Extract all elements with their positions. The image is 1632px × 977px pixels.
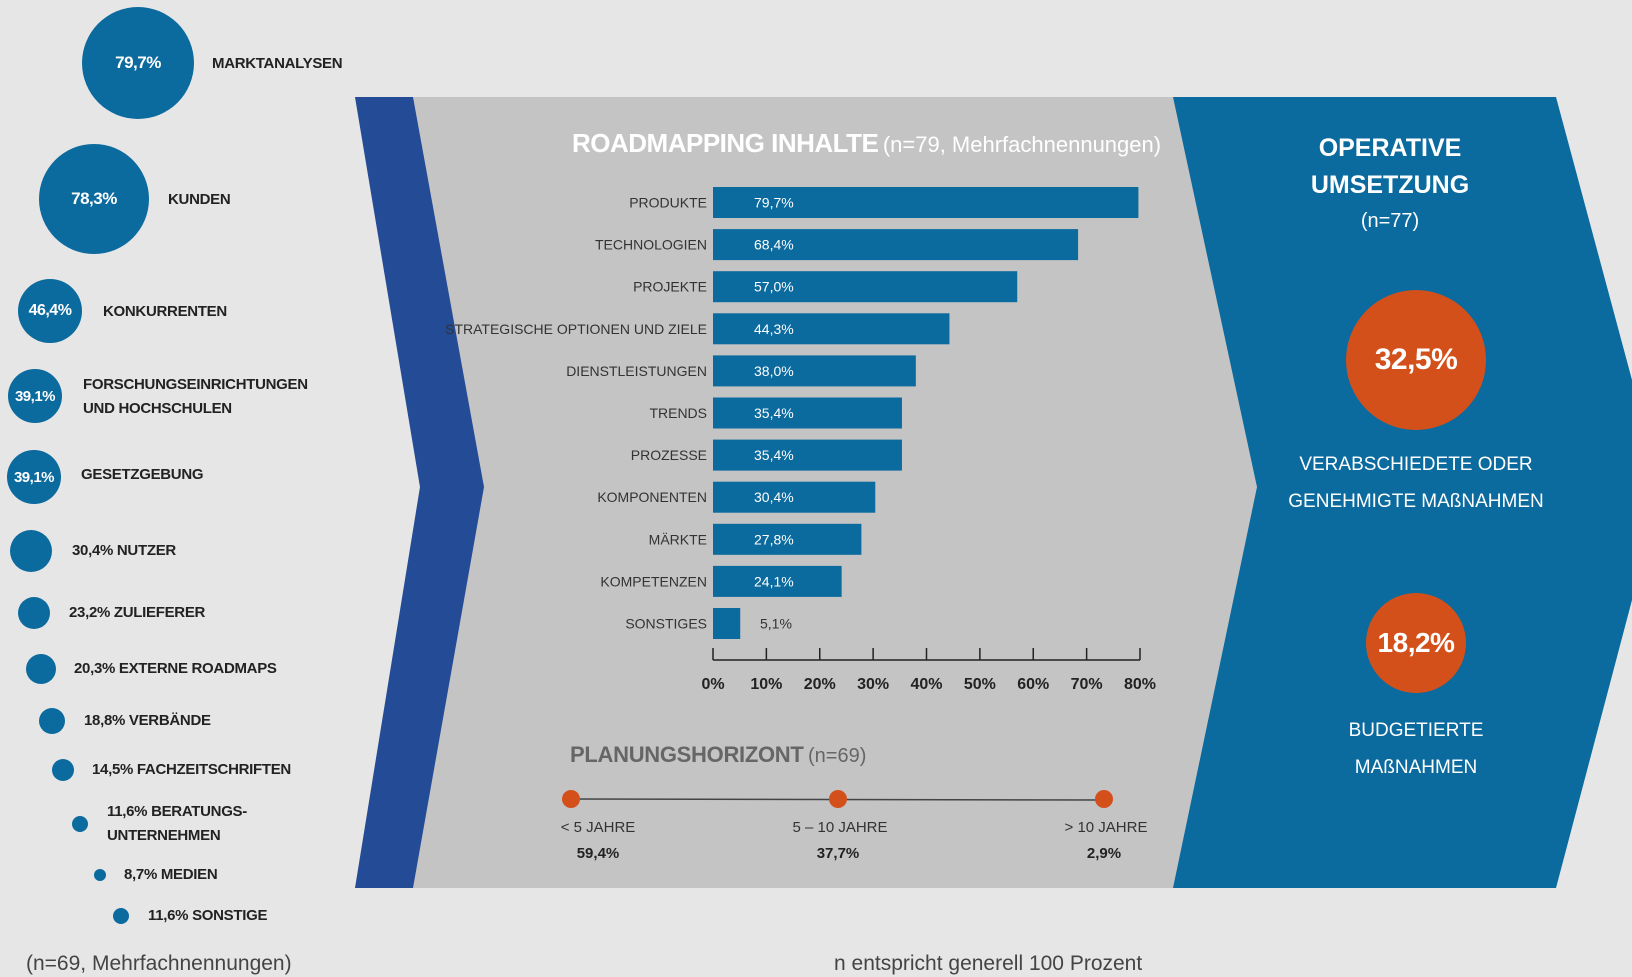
planning-title: PLANUNGSHORIZONT (n=69) [570, 742, 866, 768]
bar-category-label: PROZESSE [631, 447, 707, 463]
planning-title-note: (n=69) [807, 745, 867, 767]
planning-value: 59,4% [577, 845, 620, 862]
source-bubble [39, 708, 65, 734]
source-bubble [52, 759, 74, 781]
bar-category-label: TRENDS [649, 405, 707, 421]
planning-label: 5 – 10 JAHRE [792, 819, 887, 836]
source-bubble [72, 816, 88, 832]
roadmap-title-note: (n=79, Mehrfachnennungen) [882, 132, 1162, 157]
bar [713, 523, 862, 555]
source-bubble [94, 869, 106, 881]
source-bubble: 39,1% [8, 369, 62, 423]
bar-category-label: STRATEGISCHE OPTIONEN UND ZIELE [445, 321, 707, 337]
source-label: GESETZGEBUNG [81, 466, 204, 483]
bar [713, 608, 741, 639]
x-tick-label: 50% [964, 676, 996, 693]
source-bubble: 46,4% [18, 279, 82, 343]
x-tick-label: 10% [750, 676, 782, 693]
source-label: KUNDEN [168, 191, 231, 208]
bar [713, 355, 916, 387]
planning-label: > 10 JAHRE [1065, 819, 1148, 836]
roadmap-title: ROADMAPPING INHALTE (n=79, Mehrfachnennu… [572, 128, 1161, 159]
bar-value-label: 38,0% [754, 363, 794, 379]
bar-value-label: 35,4% [754, 405, 794, 421]
x-tick-label: 20% [804, 676, 836, 693]
planning-value: 2,9% [1087, 845, 1121, 862]
planning-value: 37,7% [817, 845, 860, 862]
roadmap-title-text: ROADMAPPING INHALTE [572, 128, 879, 158]
source-bubble [26, 654, 56, 684]
source-label: MARKTANALYSEN [212, 55, 343, 72]
source-label: KONKURRENTEN [103, 303, 227, 320]
operative-stat-label: VERABSCHIEDETE ODER GENEHMIGTE MAßNAHMEN [1288, 454, 1544, 512]
source-bubble: 39,1% [7, 450, 61, 504]
bar-value-label: 57,0% [754, 279, 794, 295]
bar-value-label: 35,4% [754, 447, 794, 463]
bar-value-label: 24,1% [754, 573, 794, 589]
bar [713, 565, 842, 597]
source-label: 23,2% ZULIEFERER [69, 604, 206, 621]
bar-category-label: MÄRKTE [649, 531, 707, 547]
source-label: 18,8% VERBÄNDE [84, 712, 211, 729]
source-label: 11,6% SONSTIGE [148, 907, 268, 924]
dark-chevron-band [355, 97, 484, 888]
operative-value-circle: 18,2% [1366, 593, 1466, 693]
planning-marker [1095, 790, 1113, 808]
bar-category-label: SONSTIGES [625, 616, 707, 632]
sources-footnote: (n=69, Mehrfachnennungen) [26, 952, 292, 975]
planning-marker [562, 790, 580, 808]
source-label: 20,3% EXTERNE ROADMAPS [74, 660, 277, 677]
x-tick-label: 60% [1017, 676, 1049, 693]
bar-category-label: KOMPETENZEN [600, 573, 707, 589]
source-label: 30,4% NUTZER [72, 542, 176, 559]
planning-marker [829, 790, 847, 808]
x-tick-label: 70% [1071, 676, 1103, 693]
x-tick-label: 80% [1124, 676, 1156, 693]
source-label: FORSCHUNGSEINRICHTUNGEN UND HOCHSCHULEN [83, 376, 308, 417]
bar [713, 187, 1139, 218]
bar-category-label: TECHNOLOGIEN [595, 237, 707, 253]
bar-value-label: 30,4% [754, 489, 794, 505]
bar-category-label: DIENSTLEISTUNGEN [566, 363, 707, 379]
bar-value-label: 27,8% [754, 531, 794, 547]
x-tick-label: 30% [857, 676, 889, 693]
bar-category-label: PROJEKTE [633, 279, 707, 295]
source-label: 14,5% FACHZEITSCHRIFTEN [92, 761, 291, 778]
bar-value-label: 44,3% [754, 321, 794, 337]
general-footnote: n entspricht generell 100 Prozent [834, 952, 1143, 975]
bar [713, 481, 876, 513]
operative-title-line2: UMSETZUNG [1310, 171, 1470, 199]
bar-value-label: 68,4% [754, 237, 794, 253]
bar-category-label: KOMPONENTEN [597, 489, 707, 505]
operative-stat-label: BUDGETIERTE MAßNAHMEN [1348, 720, 1484, 778]
source-bubble: 78,3% [39, 144, 149, 254]
bar [713, 229, 1079, 261]
operative-title: OPERATIVE UMSETZUNG [1290, 130, 1490, 204]
source-label: 8,7% MEDIEN [124, 866, 218, 883]
operative-value-circle: 32,5% [1346, 290, 1486, 430]
bar-value-label: 79,7% [754, 195, 794, 211]
operative-title-line1: OPERATIVE [1318, 134, 1462, 162]
bar-category-label: PRODUKTE [629, 195, 707, 211]
planning-title-text: PLANUNGSHORIZONT [570, 742, 804, 767]
bar [713, 397, 902, 429]
bar-value-label: 5,1% [760, 616, 792, 632]
bar [713, 271, 1018, 303]
source-bubble [113, 908, 129, 924]
source-bubble [18, 597, 50, 629]
source-label: 11,6% BERATUNGS- UNTERNEHMEN [107, 803, 247, 844]
x-tick-label: 40% [910, 676, 942, 693]
right-chevron-shape [1173, 97, 1632, 888]
x-tick-label: 0% [701, 676, 724, 693]
planning-label: < 5 JAHRE [561, 819, 636, 836]
source-bubble: 79,7% [82, 7, 194, 119]
bar [713, 439, 902, 471]
bar [713, 313, 950, 345]
source-bubble [10, 530, 52, 572]
operative-n: (n=77) [1360, 210, 1420, 232]
